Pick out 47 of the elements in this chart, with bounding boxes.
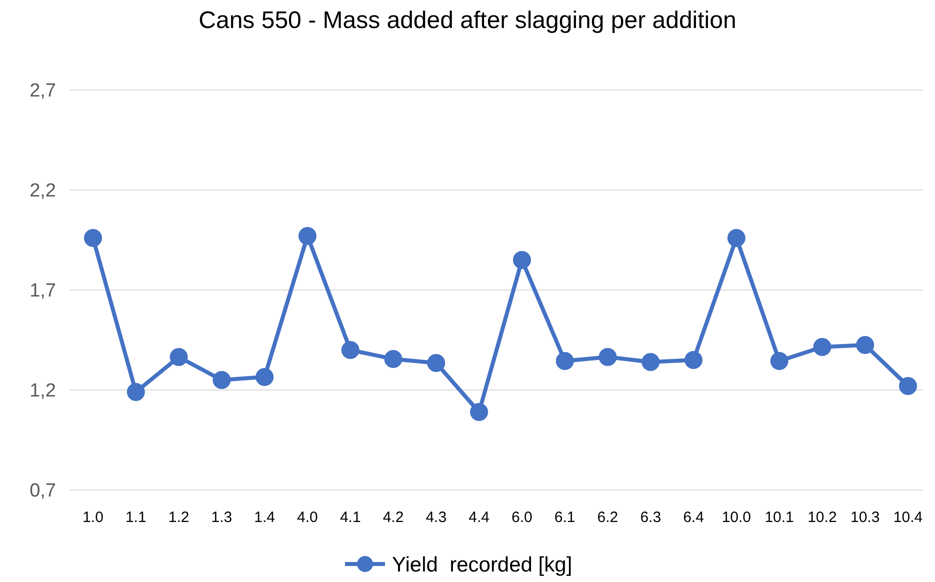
point (727, 229, 746, 247)
point (341, 341, 360, 359)
x-tick-label: 10.4 (893, 509, 923, 526)
point (212, 371, 231, 389)
x-tick-label: 4.2 (382, 509, 404, 526)
point (470, 403, 488, 421)
chart-title: Cans 550 - Mass added after slagging per addition (198, 7, 736, 34)
x-tick-label: 1.2 (168, 509, 190, 526)
x-tick-label: 10.1 (764, 509, 794, 526)
x-tick-label: 10.0 (722, 509, 752, 526)
legend-label: Yield recorded [kg] (392, 553, 572, 576)
point (256, 368, 274, 386)
point (813, 338, 832, 356)
x-tick-label: 4.3 (426, 509, 447, 526)
x-tick-label: 1.0 (82, 509, 104, 526)
x-tick-label: 4.0 (297, 509, 318, 526)
point (384, 350, 402, 368)
x-tick-label: 4.4 (468, 509, 490, 526)
point (512, 251, 531, 269)
point (170, 348, 188, 366)
point (770, 352, 788, 370)
x-tick-label: 6.2 (597, 509, 618, 526)
point (427, 354, 446, 372)
point (84, 229, 102, 247)
x-tick-label: 1.4 (254, 509, 276, 526)
x-tick-label: 1.1 (125, 509, 146, 526)
x-tick-label: 6.1 (554, 509, 576, 526)
x-tick-label: 6.3 (640, 509, 662, 526)
x-tick-label: 6.0 (512, 509, 532, 526)
point (598, 348, 617, 366)
point (642, 353, 660, 371)
x-tick-label: 10.3 (850, 509, 880, 526)
point (684, 351, 703, 369)
point (856, 336, 874, 354)
y-tick-label: 2,7 (30, 80, 56, 102)
y-tick-label: 1,7 (30, 280, 56, 302)
point (899, 377, 917, 395)
x-tick-label: 4.1 (340, 509, 361, 526)
point (298, 227, 316, 245)
y-tick-label: 1,2 (30, 380, 56, 402)
y-tick-label: 0,7 (30, 480, 56, 502)
point (126, 383, 145, 401)
x-tick-label: 10.2 (808, 509, 837, 526)
x-tick-label: 1.3 (211, 509, 232, 526)
y-tick-label: 2,2 (30, 180, 56, 202)
x-tick-label: 6.4 (683, 509, 704, 526)
point (556, 352, 574, 370)
